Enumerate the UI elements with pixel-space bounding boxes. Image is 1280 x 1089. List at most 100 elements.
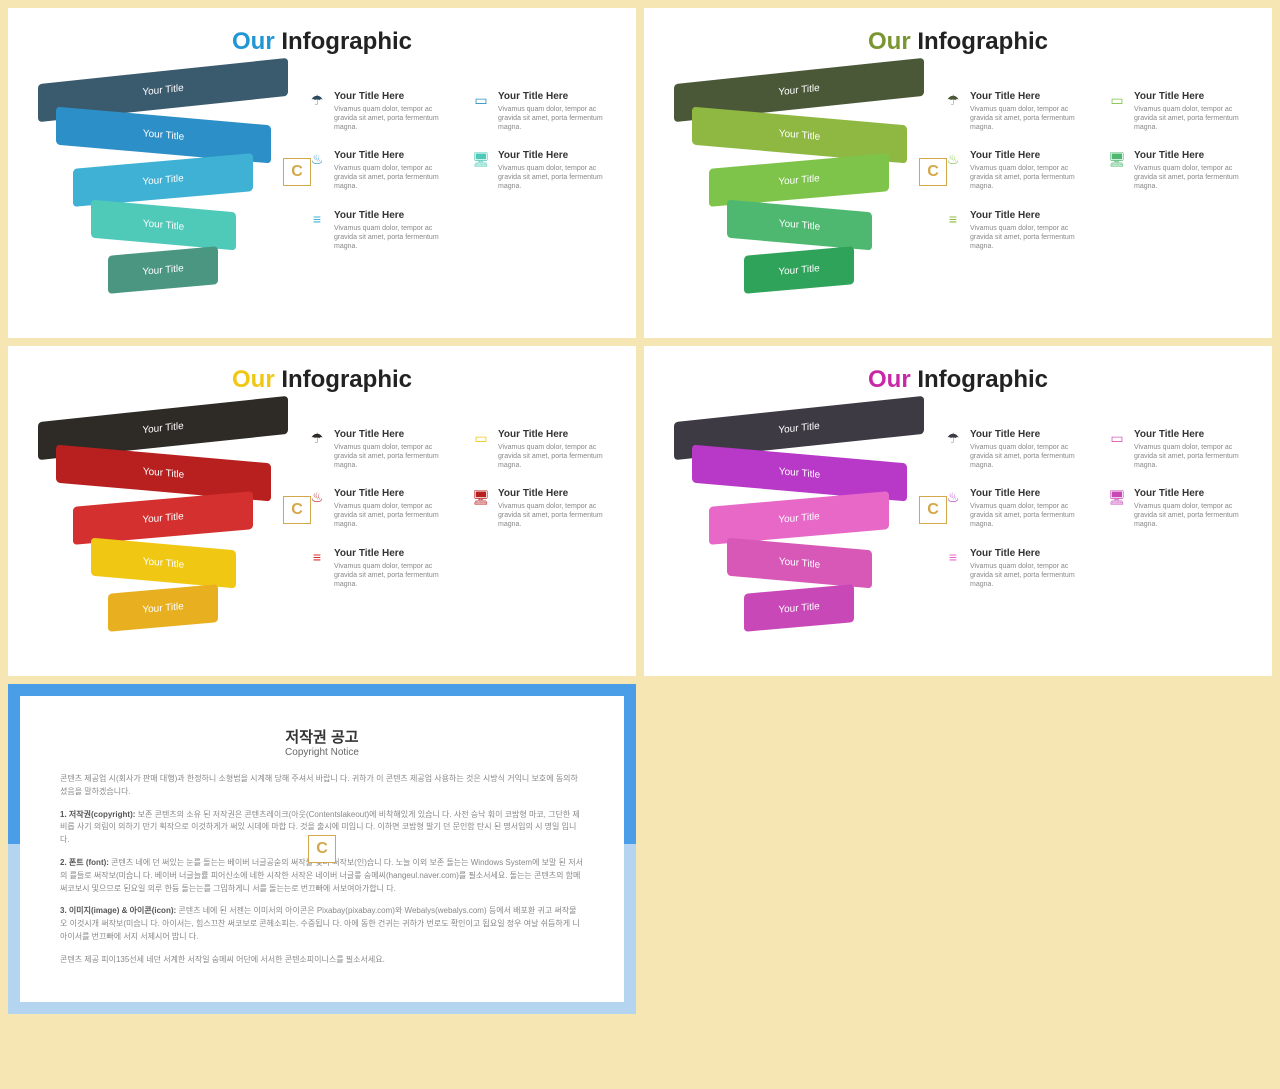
info-item-desc: Vivamus quam dolor, tempor ac gravida si… xyxy=(970,562,1078,589)
info-item: ♨ Your Title Here Vivamus quam dolor, te… xyxy=(308,150,442,191)
funnel-layer: Your Title xyxy=(744,584,854,632)
layers-icon: ≡ xyxy=(308,210,326,228)
info-item-title: Your Title Here xyxy=(334,548,442,559)
title-rest: Infographic xyxy=(911,28,1048,55)
info-text: Your Title Here Vivamus quam dolor, temp… xyxy=(334,91,442,132)
umbrella-icon: ☂ xyxy=(308,429,326,447)
title-accent: Our xyxy=(232,28,275,55)
info-item-title: Your Title Here xyxy=(1134,91,1242,102)
info-item-desc: Vivamus quam dolor, tempor ac gravida si… xyxy=(498,443,606,470)
info-text: Your Title Here Vivamus quam dolor, temp… xyxy=(334,150,442,191)
info-item-title: Your Title Here xyxy=(970,548,1078,559)
info-item: ▭ Your Title Here Vivamus quam dolor, te… xyxy=(1108,91,1242,132)
info-item-title: Your Title Here xyxy=(498,488,606,499)
info-item-desc: Vivamus quam dolor, tempor ac gravida si… xyxy=(970,105,1078,132)
info-item-desc: Vivamus quam dolor, tempor ac gravida si… xyxy=(970,443,1078,470)
copyright-title: 저작권 공고 xyxy=(60,726,584,747)
infographic-slide: Our InfographicCYour TitleYour TitleYour… xyxy=(644,8,1272,338)
info-item-title: Your Title Here xyxy=(498,91,606,102)
info-item-title: Your Title Here xyxy=(1134,429,1242,440)
funnel-layer: Your Title xyxy=(73,153,253,207)
info-item: ≡ Your Title Here Vivamus quam dolor, te… xyxy=(308,210,442,251)
info-column: ☂ Your Title Here Vivamus quam dolor, te… xyxy=(308,429,442,659)
info-item-title: Your Title Here xyxy=(334,488,442,499)
info-column: ☂ Your Title Here Vivamus quam dolor, te… xyxy=(944,429,1078,659)
copyright-paragraph: 콘텐츠 제공업 시(회사가 판매 대행)과 한정하니 소형법을 시계해 당해 주… xyxy=(60,773,584,799)
info-columns: ☂ Your Title Here Vivamus quam dolor, te… xyxy=(308,409,606,659)
info-item-desc: Vivamus quam dolor, tempor ac gravida si… xyxy=(498,502,606,529)
umbrella-icon: ☂ xyxy=(308,91,326,109)
funnel-layer: Your Title xyxy=(108,246,218,294)
info-item: ▭ Your Title Here Vivamus quam dolor, te… xyxy=(1108,429,1242,470)
info-item-desc: Vivamus quam dolor, tempor ac gravida si… xyxy=(334,164,442,191)
info-text: Your Title Here Vivamus quam dolor, temp… xyxy=(1134,429,1242,470)
slide-title: Our Infographic xyxy=(38,28,606,56)
info-columns: ☂ Your Title Here Vivamus quam dolor, te… xyxy=(944,71,1242,321)
funnel-layer: Your Title xyxy=(73,491,253,545)
slide-title: Our Infographic xyxy=(38,366,606,394)
info-item-title: Your Title Here xyxy=(334,210,442,221)
info-columns: ☂ Your Title Here Vivamus quam dolor, te… xyxy=(944,409,1242,659)
info-column: ▭ Your Title Here Vivamus quam dolor, te… xyxy=(1108,91,1242,321)
info-item-desc: Vivamus quam dolor, tempor ac gravida si… xyxy=(334,443,442,470)
funnel-layer: Your Title xyxy=(91,538,236,589)
info-text: Your Title Here Vivamus quam dolor, temp… xyxy=(498,150,606,191)
info-item-desc: Vivamus quam dolor, tempor ac gravida si… xyxy=(498,164,606,191)
funnel: Your TitleYour TitleYour TitleYour Title… xyxy=(674,71,924,321)
info-column: ▭ Your Title Here Vivamus quam dolor, te… xyxy=(1108,429,1242,659)
title-accent: Our xyxy=(868,28,911,55)
slide-content: Your TitleYour TitleYour TitleYour Title… xyxy=(38,71,606,321)
funnel-layer: Your Title xyxy=(727,200,872,251)
info-item: 🖥 Your Title Here Vivamus quam dolor, te… xyxy=(1108,150,1242,191)
info-item: ≡ Your Title Here Vivamus quam dolor, te… xyxy=(944,210,1078,251)
info-item: ☂ Your Title Here Vivamus quam dolor, te… xyxy=(944,91,1078,132)
title-accent: Our xyxy=(232,366,275,393)
info-text: Your Title Here Vivamus quam dolor, temp… xyxy=(970,429,1078,470)
funnel: Your TitleYour TitleYour TitleYour Title… xyxy=(38,71,288,321)
info-text: Your Title Here Vivamus quam dolor, temp… xyxy=(1134,150,1242,191)
info-item: ▭ Your Title Here Vivamus quam dolor, te… xyxy=(472,429,606,470)
info-item-title: Your Title Here xyxy=(1134,488,1242,499)
funnel-layer: Your Title xyxy=(108,584,218,632)
info-column: ▭ Your Title Here Vivamus quam dolor, te… xyxy=(472,429,606,659)
layers-icon: ≡ xyxy=(944,548,962,566)
title-accent: Our xyxy=(868,366,911,393)
info-item-desc: Vivamus quam dolor, tempor ac gravida si… xyxy=(1134,443,1242,470)
info-column: ▭ Your Title Here Vivamus quam dolor, te… xyxy=(472,91,606,321)
info-item: ≡ Your Title Here Vivamus quam dolor, te… xyxy=(944,548,1078,589)
copyright-body: 콘텐츠 제공업 시(회사가 판매 대행)과 한정하니 소형법을 시계해 당해 주… xyxy=(60,773,584,967)
info-item: ≡ Your Title Here Vivamus quam dolor, te… xyxy=(308,548,442,589)
desktop-icon: 🖥 xyxy=(472,150,490,168)
info-text: Your Title Here Vivamus quam dolor, temp… xyxy=(970,488,1078,529)
layers-icon: ≡ xyxy=(944,210,962,228)
info-item-desc: Vivamus quam dolor, tempor ac gravida si… xyxy=(334,562,442,589)
info-text: Your Title Here Vivamus quam dolor, temp… xyxy=(334,488,442,529)
funnel: Your TitleYour TitleYour TitleYour Title… xyxy=(38,409,288,659)
title-rest: Infographic xyxy=(275,28,412,55)
info-item-title: Your Title Here xyxy=(498,429,606,440)
funnel-layer: Your Title xyxy=(744,246,854,294)
funnel-layer: Your Title xyxy=(709,491,889,545)
info-item-desc: Vivamus quam dolor, tempor ac gravida si… xyxy=(1134,502,1242,529)
info-text: Your Title Here Vivamus quam dolor, temp… xyxy=(334,429,442,470)
info-item-desc: Vivamus quam dolor, tempor ac gravida si… xyxy=(1134,164,1242,191)
monitor-icon: ▭ xyxy=(1108,429,1126,447)
info-item: ♨ Your Title Here Vivamus quam dolor, te… xyxy=(308,488,442,529)
info-text: Your Title Here Vivamus quam dolor, temp… xyxy=(334,210,442,251)
info-text: Your Title Here Vivamus quam dolor, temp… xyxy=(970,150,1078,191)
watermark: C xyxy=(308,835,336,863)
info-item: ☂ Your Title Here Vivamus quam dolor, te… xyxy=(944,429,1078,470)
info-item-title: Your Title Here xyxy=(970,210,1078,221)
info-item-desc: Vivamus quam dolor, tempor ac gravida si… xyxy=(1134,105,1242,132)
slide-title: Our Infographic xyxy=(674,366,1242,394)
info-text: Your Title Here Vivamus quam dolor, temp… xyxy=(1134,488,1242,529)
funnel: Your TitleYour TitleYour TitleYour Title… xyxy=(674,409,924,659)
info-item-title: Your Title Here xyxy=(1134,150,1242,161)
info-item: ♨ Your Title Here Vivamus quam dolor, te… xyxy=(944,488,1078,529)
layers-icon: ≡ xyxy=(308,548,326,566)
funnel-layer: Your Title xyxy=(91,200,236,251)
info-item-title: Your Title Here xyxy=(970,91,1078,102)
umbrella-icon: ☂ xyxy=(944,91,962,109)
slide-title: Our Infographic xyxy=(674,28,1242,56)
info-column: ☂ Your Title Here Vivamus quam dolor, te… xyxy=(944,91,1078,321)
